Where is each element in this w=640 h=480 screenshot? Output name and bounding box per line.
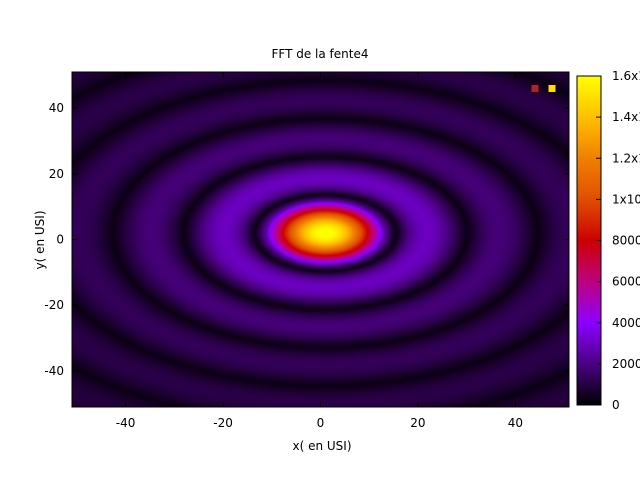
colorbar-tick-label: 1.2x1 (612, 151, 640, 165)
y-tick-label: 20 (49, 167, 64, 181)
axes: -40 -20 0 20 40 -40 -20 0 20 40 (44, 71, 570, 430)
y-axis-label: y( en USI) (33, 210, 47, 269)
legend-marker (531, 85, 539, 92)
x-tick-label: 0 (317, 416, 325, 430)
colorbar-tick-label: 6000 (612, 275, 640, 289)
y-tick-label: -40 (44, 364, 64, 378)
x-tick-label: 20 (410, 416, 425, 430)
y-tick-label: 40 (49, 101, 64, 115)
x-tick-label: -20 (213, 416, 233, 430)
colorbar-tick-label: 1x10 (612, 192, 640, 206)
legend-marker (548, 85, 556, 92)
colorbar-tick-label: 1.6x1 (612, 69, 640, 83)
colorbar-tick-label: 2000 (612, 357, 640, 371)
colorbar: 0 2000 4000 6000 8000 1x10 1.2x1 1.4x1 1.6x1 (576, 69, 640, 412)
plot-border (71, 71, 570, 408)
colorbar-tick-label: 1.4x1 (612, 110, 640, 124)
legend (531, 85, 556, 92)
heatmap-cells (72, 72, 569, 407)
colorbar-tick-label: 8000 (612, 234, 640, 248)
colorbar-tick-label: 4000 (612, 316, 640, 330)
chart-title: FFT de la fente4 (272, 47, 369, 61)
y-tick-label: -20 (44, 298, 64, 312)
x-tick-label: 40 (508, 416, 523, 430)
colorbar-tick-label: 0 (612, 398, 620, 412)
x-axis-label: x( en USI) (292, 439, 351, 453)
y-tick-label: 0 (56, 233, 64, 247)
heatmap-image (72, 72, 569, 407)
x-tick-label: -40 (116, 416, 136, 430)
